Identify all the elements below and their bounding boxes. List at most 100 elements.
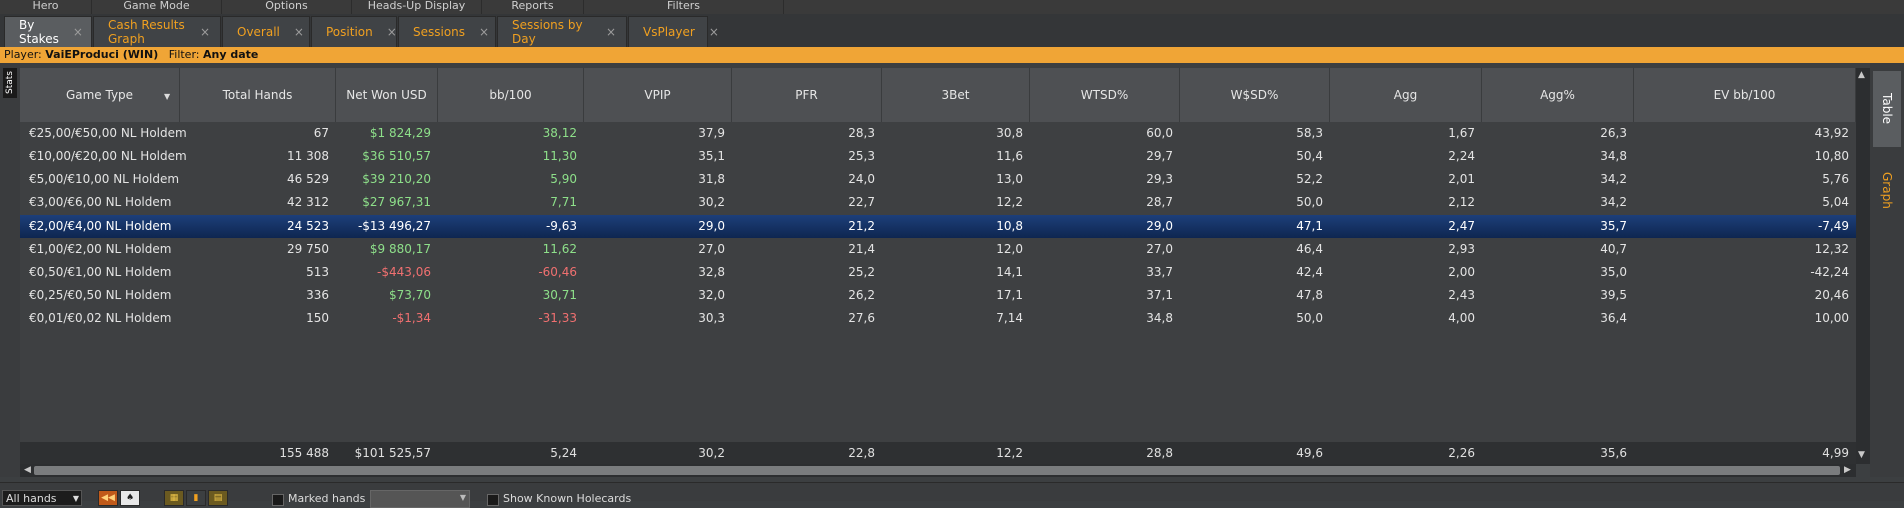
cell-vpip: 31,8: [698, 172, 725, 186]
cell-ev-bb-100: 10,00: [1814, 311, 1849, 325]
cell-agg: 2,93: [1448, 242, 1475, 256]
grid-icon[interactable]: ▦: [164, 490, 184, 506]
horizontal-scrollbar[interactable]: ◀ ▶: [20, 464, 1856, 477]
player-label: Player:: [4, 48, 42, 61]
horizontal-scroll-thumb[interactable]: [34, 466, 1840, 475]
cell-3bet: 12,2: [996, 195, 1023, 209]
menu-filters[interactable]: Filters: [584, 0, 784, 14]
cell-vpip: 32,8: [698, 265, 725, 279]
cell-bb-100: 30,71: [542, 288, 577, 302]
stats-tab[interactable]: Stats: [3, 68, 17, 98]
tab-position[interactable]: Position ×: [311, 16, 397, 47]
marked-hands-select[interactable]: ▼: [370, 490, 470, 508]
table-row[interactable]: €0,50/€1,00 NL Holdem 513 -$443,06 -60,46 32…: [20, 261, 1856, 284]
cell-game-type: €0,01/€0,02 NL Holdem: [29, 311, 172, 325]
scroll-up-icon[interactable]: ▲: [1858, 70, 1865, 80]
cell-pfr: 24,0: [848, 172, 875, 186]
cell-game-type: €1,00/€2,00 NL Holdem: [29, 242, 172, 256]
tab-cash-results-graph[interactable]: Cash Results Graph ×: [93, 16, 221, 47]
total-w-sd: 49,6: [1296, 446, 1323, 460]
total-ev-bb-100: 4,99: [1822, 446, 1849, 460]
menu-reports[interactable]: Reports: [482, 0, 584, 14]
table-row[interactable]: €25,00/€50,00 NL Holdem 67 $1 824,29 38,12 3…: [20, 122, 1856, 145]
view-side-panel: Table Graph: [1870, 63, 1904, 477]
cell-pfr: 21,4: [848, 242, 875, 256]
column-header-agg[interactable]: Agg%: [1482, 68, 1634, 122]
cell-bb-100: 5,90: [550, 172, 577, 186]
cell-agg: 2,24: [1448, 149, 1475, 163]
report-icon[interactable]: ▤: [208, 490, 228, 506]
tab-sessions-by-day[interactable]: Sessions by Day ×: [497, 16, 627, 47]
column-header-net-won-usd[interactable]: Net Won USD: [336, 68, 438, 122]
scroll-left-icon[interactable]: ◀: [24, 465, 31, 475]
hands-filter-select[interactable]: All hands ▼: [2, 490, 82, 506]
cell-agg: 1,67: [1448, 126, 1475, 140]
cell-w-sd: 47,8: [1296, 288, 1323, 302]
table-view-tab[interactable]: Table: [1873, 71, 1901, 147]
table-header: Game Type Total Hands Net Won USD bb/100 VPI…: [20, 68, 1856, 122]
column-header-agg[interactable]: Agg: [1330, 68, 1482, 122]
column-header-ev-bb-100[interactable]: EV bb/100: [1634, 68, 1856, 122]
menu-game-mode[interactable]: Game Mode: [92, 0, 222, 14]
cell-bb-100: -60,46: [538, 265, 577, 279]
close-icon[interactable]: ×: [199, 25, 210, 39]
menu-heads-up-display[interactable]: Heads-Up Display: [352, 0, 482, 14]
column-header-3bet[interactable]: 3Bet: [882, 68, 1030, 122]
cell-game-type: €5,00/€10,00 NL Holdem: [29, 172, 180, 186]
close-icon[interactable]: ×: [293, 25, 304, 39]
rewind-icon[interactable]: ◀◀: [98, 490, 118, 506]
tab-vsplayer[interactable]: VsPlayer ×: [628, 16, 719, 47]
table-row[interactable]: €0,25/€0,50 NL Holdem 336 $73,70 30,71 32,0 2…: [20, 284, 1856, 307]
bar-chart-icon[interactable]: ▮: [186, 490, 206, 506]
tab-sessions[interactable]: Sessions ×: [398, 16, 496, 47]
marked-hands-checkbox[interactable]: [272, 494, 284, 506]
column-header-game-type[interactable]: Game Type: [20, 68, 180, 122]
cell-w-sd: 52,2: [1296, 172, 1323, 186]
column-header-vpip[interactable]: VPIP: [584, 68, 732, 122]
sort-dropdown-icon[interactable]: ▼: [164, 92, 171, 101]
table-row[interactable]: €0,01/€0,02 NL Holdem 150 -$1,34 -31,33 30,3…: [20, 307, 1856, 330]
graph-view-tab[interactable]: Graph: [1880, 171, 1894, 209]
table-row[interactable]: €3,00/€6,00 NL Holdem 42 312 $27 967,31 7,7…: [20, 191, 1856, 214]
menu-options[interactable]: Options: [222, 0, 352, 14]
cell-net-won-usd: -$443,06: [377, 265, 431, 279]
table-row[interactable]: €10,00/€20,00 NL Holdem 11 308 $36 510,57 1…: [20, 145, 1856, 168]
close-icon[interactable]: ×: [708, 25, 719, 39]
table-row[interactable]: €1,00/€2,00 NL Holdem 29 750 $9 880,17 11,6…: [20, 238, 1856, 261]
show-known-holecards-checkbox[interactable]: [487, 494, 499, 506]
close-icon[interactable]: ×: [479, 25, 490, 39]
column-header-w-sd[interactable]: W$SD%: [1180, 68, 1330, 122]
cell-game-type: €25,00/€50,00 NL Holdem: [29, 126, 187, 140]
cell-net-won-usd: $36 510,57: [362, 149, 431, 163]
cell-total-hands: 46 529: [287, 172, 329, 186]
cell-net-won-usd: $9 880,17: [369, 242, 431, 256]
cell-agg: 34,2: [1600, 195, 1627, 209]
column-header-total-hands[interactable]: Total Hands: [180, 68, 336, 122]
tab-by-stakes[interactable]: By Stakes ×: [4, 16, 92, 47]
close-icon[interactable]: ×: [386, 25, 397, 39]
bottom-toolbar: All hands ▼ ◀◀ ♠ ▦ ▮ ▤ Marked hands ▼ Sh…: [0, 482, 1904, 508]
tab-overall[interactable]: Overall ×: [222, 16, 310, 47]
cell-wtsd: 29,0: [1146, 219, 1173, 233]
cell-pfr: 27,6: [848, 311, 875, 325]
cell-wtsd: 29,3: [1146, 172, 1173, 186]
cell-ev-bb-100: 43,92: [1814, 126, 1849, 140]
table-row[interactable]: €2,00/€4,00 NL Holdem 24 523 -$13 496,27 -9…: [20, 215, 1856, 238]
scroll-right-icon[interactable]: ▶: [1844, 465, 1851, 475]
cards-icon[interactable]: ♠: [120, 490, 140, 506]
cell-bb-100: 11,62: [542, 242, 577, 256]
close-icon[interactable]: ×: [72, 25, 83, 39]
table-row[interactable]: €5,00/€10,00 NL Holdem 46 529 $39 210,20 5,…: [20, 168, 1856, 191]
close-icon[interactable]: ×: [605, 25, 616, 39]
scroll-down-icon[interactable]: ▼: [1858, 450, 1865, 460]
menu-hero[interactable]: Hero: [0, 0, 92, 14]
tab-label: Cash Results Graph: [108, 18, 185, 46]
tab-label: VsPlayer: [643, 25, 695, 39]
column-header-wtsd[interactable]: WTSD%: [1030, 68, 1180, 122]
vertical-scrollbar[interactable]: ▲ ▼: [1856, 68, 1870, 464]
tab-label: Overall: [237, 25, 280, 39]
column-header-bb-100[interactable]: bb/100: [438, 68, 584, 122]
cell-w-sd: 50,0: [1296, 195, 1323, 209]
column-header-pfr[interactable]: PFR: [732, 68, 882, 122]
cell-vpip: 30,3: [698, 311, 725, 325]
